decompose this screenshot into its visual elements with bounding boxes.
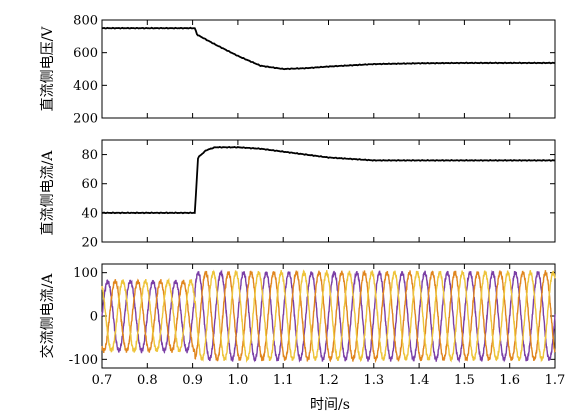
x-tick-label: 0.9 xyxy=(182,373,203,388)
dc-voltage-plot-frame xyxy=(101,19,556,119)
y-tick-label: 100 xyxy=(73,266,98,281)
y-tick-label: -100 xyxy=(69,353,98,368)
phase-current-line-2 xyxy=(101,269,556,363)
y-tick-label: 0 xyxy=(90,310,98,325)
y-tick-label: 40 xyxy=(81,206,98,221)
dc-current-ylabel: 直流侧电流/A xyxy=(39,150,56,236)
y-tick-label: 60 xyxy=(81,177,98,192)
time-xlabel: 时间/s xyxy=(310,397,350,413)
x-tick-label: 1.2 xyxy=(318,373,339,388)
ac-current-panel: 交流侧电流/A -100 0 100 0.7 0.8 0.9 1.0 1.1 1.2 1.3 1.… xyxy=(39,263,566,413)
phase-current-line-0 xyxy=(101,269,556,364)
x-tick-label: 1.4 xyxy=(409,373,430,388)
x-tick-label: 1.3 xyxy=(363,373,384,388)
y-tick-label: 80 xyxy=(81,148,98,163)
series-line-0 xyxy=(101,146,556,215)
y-tick-label: 800 xyxy=(73,14,98,29)
x-tick-label: 0.8 xyxy=(137,373,158,388)
x-tick-label: 1.1 xyxy=(273,373,294,388)
x-tick-label: 0.7 xyxy=(92,373,113,388)
x-tick-label: 1.0 xyxy=(228,373,249,388)
x-tick-label: 1.5 xyxy=(454,373,475,388)
y-tick-label: 400 xyxy=(73,79,98,94)
dc-voltage-ylabel: 直流侧电压/V xyxy=(39,26,56,112)
phase-current-line-1 xyxy=(101,270,556,364)
y-tick-label: 200 xyxy=(73,112,98,127)
dc-voltage-panel: 直流侧电压/V 200 400 600 800 xyxy=(39,14,556,127)
ac-current-ylabel: 交流侧电流/A xyxy=(39,273,56,359)
y-tick-label: 600 xyxy=(73,46,98,61)
x-tick-label: 1.7 xyxy=(545,373,566,388)
x-tick-label: 1.6 xyxy=(499,373,520,388)
dc-current-plot-frame xyxy=(101,139,556,243)
series-line-0 xyxy=(101,26,556,71)
y-tick-label: 20 xyxy=(81,236,98,251)
dc-current-panel: 直流侧电流/A 20 40 60 80 xyxy=(39,139,556,251)
